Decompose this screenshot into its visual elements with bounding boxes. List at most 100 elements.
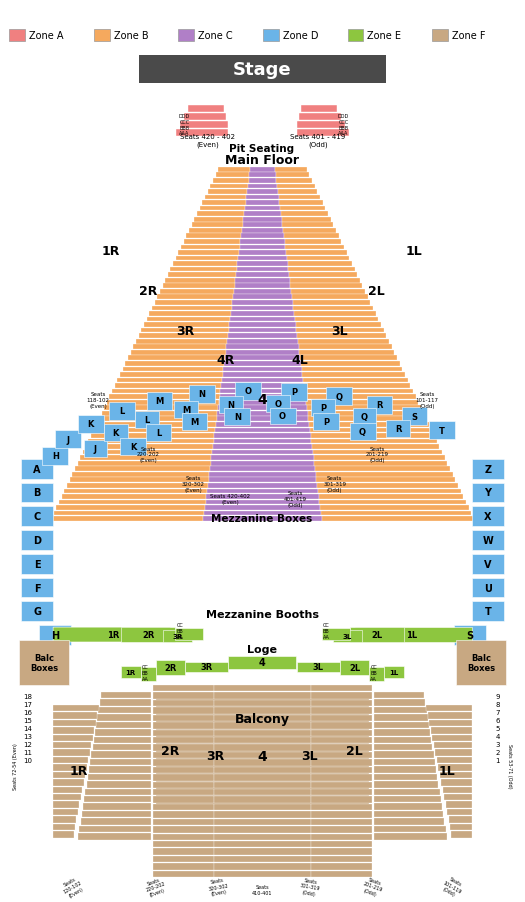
Bar <box>215 428 310 433</box>
Bar <box>157 295 233 299</box>
Text: N: N <box>227 400 234 410</box>
Bar <box>155 660 185 675</box>
Bar <box>441 779 472 786</box>
Bar <box>163 284 235 289</box>
Bar <box>311 812 372 818</box>
Bar <box>153 796 214 803</box>
Bar <box>237 262 288 267</box>
Bar <box>472 530 503 550</box>
Text: Z: Z <box>484 465 491 474</box>
Bar <box>155 730 370 734</box>
Bar <box>214 819 311 825</box>
Bar <box>370 667 384 681</box>
Bar <box>101 411 217 416</box>
Bar <box>456 640 506 685</box>
Bar <box>214 700 311 706</box>
Bar <box>288 262 352 267</box>
Bar <box>374 744 433 750</box>
Bar <box>141 667 155 681</box>
Bar <box>208 478 317 483</box>
Bar <box>214 759 311 766</box>
Bar <box>214 870 311 877</box>
Bar <box>174 402 198 419</box>
Text: 3R: 3R <box>172 633 183 640</box>
Bar <box>426 705 472 712</box>
Bar <box>153 870 214 877</box>
Text: 4: 4 <box>259 658 265 667</box>
Bar <box>402 408 427 426</box>
Text: 3R: 3R <box>201 662 213 671</box>
Bar <box>99 707 151 713</box>
Bar <box>155 687 370 692</box>
Bar <box>210 467 315 472</box>
Bar <box>205 196 246 200</box>
Bar <box>472 602 503 621</box>
Text: 8: 8 <box>496 702 500 707</box>
Bar <box>214 833 311 840</box>
Text: 1L: 1L <box>439 764 455 778</box>
Bar <box>212 456 313 461</box>
Bar <box>89 767 151 773</box>
Text: 4L: 4L <box>291 354 308 367</box>
Bar <box>291 290 365 294</box>
Bar <box>188 106 224 113</box>
Text: 4: 4 <box>257 749 267 763</box>
Bar <box>374 804 442 810</box>
Text: 1R: 1R <box>125 669 136 675</box>
Bar <box>153 715 214 722</box>
Bar <box>155 763 370 768</box>
Bar <box>155 725 370 730</box>
Bar <box>53 713 97 719</box>
Bar <box>91 434 214 438</box>
Text: 10: 10 <box>23 757 32 763</box>
Bar <box>155 696 370 701</box>
Bar <box>168 273 236 278</box>
Bar <box>311 856 372 862</box>
Bar <box>186 235 241 239</box>
Bar <box>446 802 472 808</box>
Bar <box>292 295 368 299</box>
Bar <box>99 417 217 422</box>
Bar <box>285 245 344 250</box>
Bar <box>219 397 243 413</box>
Bar <box>214 707 311 714</box>
Bar <box>131 351 226 355</box>
Bar <box>234 290 291 294</box>
Bar <box>311 730 372 736</box>
Bar <box>56 506 205 511</box>
Bar <box>374 692 424 699</box>
Text: Pit Seating: Pit Seating <box>229 143 295 153</box>
Bar <box>353 409 376 425</box>
Bar <box>313 413 339 430</box>
Bar <box>314 461 447 466</box>
Bar <box>206 500 319 505</box>
Bar <box>153 841 214 848</box>
Bar <box>153 693 214 699</box>
Bar <box>153 826 214 833</box>
Bar <box>239 251 286 255</box>
Bar <box>208 483 317 488</box>
Bar <box>155 801 370 805</box>
Bar <box>53 720 96 726</box>
Text: 16: 16 <box>23 710 32 715</box>
Bar <box>155 759 370 763</box>
Bar <box>125 362 224 366</box>
Bar <box>221 383 304 389</box>
Bar <box>302 367 402 372</box>
Bar <box>297 328 384 333</box>
Text: Balc
Boxes: Balc Boxes <box>30 653 58 672</box>
Bar <box>472 459 503 479</box>
Bar <box>350 423 375 440</box>
Text: 2: 2 <box>496 749 500 755</box>
Bar <box>246 196 279 200</box>
Bar <box>153 819 214 825</box>
Bar <box>249 173 276 178</box>
Bar <box>202 201 246 206</box>
Bar <box>205 506 320 511</box>
Bar <box>317 483 458 488</box>
Bar <box>220 390 304 394</box>
Bar <box>155 692 370 696</box>
Bar <box>231 312 294 317</box>
Text: Q: Q <box>361 412 368 421</box>
Bar <box>53 772 86 778</box>
